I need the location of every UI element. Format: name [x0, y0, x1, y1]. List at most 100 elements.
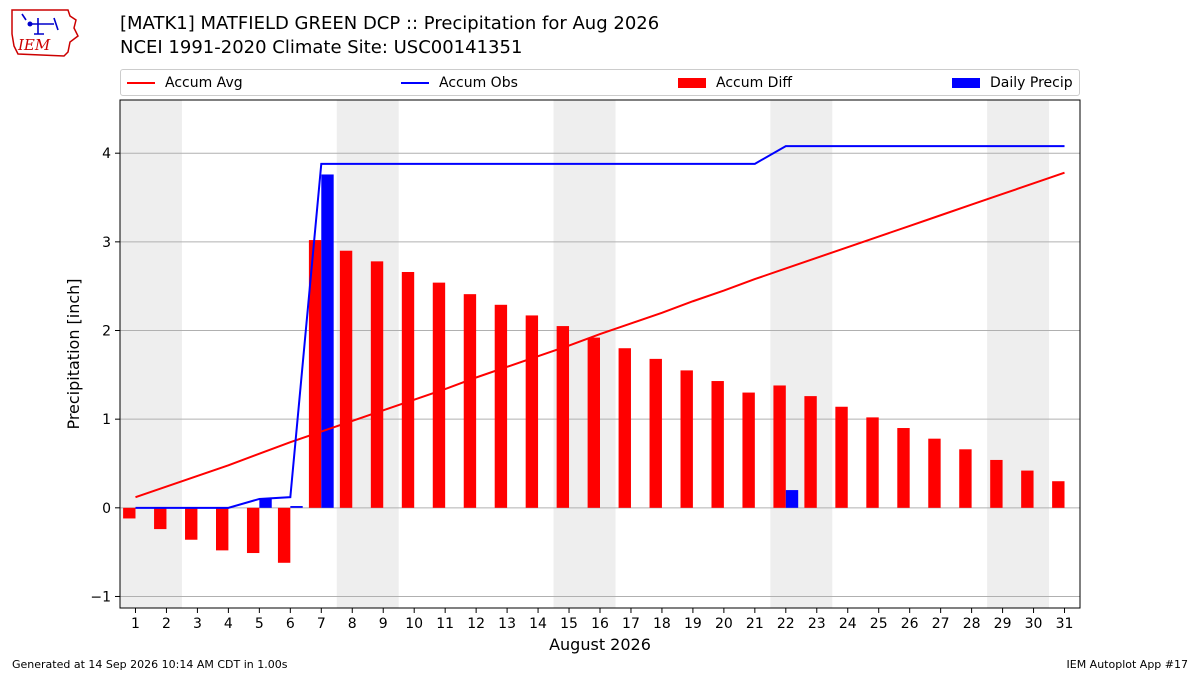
x-tick-label: 30	[1025, 616, 1043, 632]
footer-app-id: IEM Autoplot App #17	[1066, 658, 1189, 671]
daily-precip-bar	[321, 174, 334, 508]
legend-swatch-accum-avg	[127, 81, 155, 84]
accum-diff-bar	[401, 271, 415, 508]
x-tick-label: 9	[379, 616, 388, 632]
x-tick-label: 17	[622, 616, 640, 632]
y-tick-label: 1	[102, 412, 111, 428]
x-tick-label: 26	[901, 616, 919, 632]
chart-legend: Accum Avg Accum Obs Accum Diff Daily Pre…	[120, 69, 1080, 96]
accum-diff-bar	[990, 459, 1003, 508]
accum-diff-bar	[246, 507, 260, 554]
accum-diff-bar	[1021, 470, 1034, 508]
legend-item-accum-diff: Accum Diff	[678, 70, 792, 95]
accum-diff-bar	[185, 507, 198, 540]
accum-diff-bar	[866, 417, 879, 508]
accum-diff-bar	[587, 337, 600, 508]
x-axis-label: August 2026	[549, 635, 651, 654]
legend-swatch-daily-precip	[952, 77, 980, 88]
accum-diff-bar	[649, 358, 662, 508]
x-tick-label: 13	[498, 616, 516, 632]
accum-diff-bar	[339, 250, 353, 508]
x-tick-label: 27	[932, 616, 950, 632]
x-tick-label: 8	[348, 616, 357, 632]
x-tick-label: 14	[529, 616, 547, 632]
x-tick-label: 1	[131, 616, 140, 632]
legend-item-daily-precip: Daily Precip	[952, 70, 1073, 95]
x-tick-label: 5	[255, 616, 264, 632]
weather-station-icon	[21, 13, 59, 35]
accum-diff-bar	[525, 315, 539, 508]
accum-diff-bar	[154, 507, 167, 530]
y-tick-label: 4	[102, 146, 111, 162]
x-tick-label: 28	[963, 616, 981, 632]
weekend-band-4	[987, 100, 1050, 608]
accum-diff-bar	[618, 348, 631, 508]
x-tick-label: 19	[684, 616, 702, 632]
legend-swatch-accum-obs	[401, 81, 429, 84]
accum-diff-bar	[494, 304, 508, 508]
daily-precip-bar	[785, 490, 799, 508]
legend-item-accum-avg: Accum Avg	[127, 70, 243, 95]
accum-diff-bar	[835, 406, 848, 508]
x-tick-label: 7	[317, 616, 326, 632]
accum-diff-bar	[463, 294, 477, 508]
iowa-state-outline-icon	[11, 9, 79, 57]
x-tick-label: 11	[436, 616, 454, 632]
x-tick-label: 20	[715, 616, 733, 632]
daily-precip-bar	[259, 498, 272, 508]
accum-diff-bar	[804, 396, 817, 508]
x-tick-label: 29	[994, 616, 1012, 632]
x-tick-label: 21	[746, 616, 764, 632]
x-tick-label: 31	[1056, 616, 1074, 632]
legend-swatch-accum-diff	[678, 77, 706, 88]
accum-diff-bar	[680, 370, 693, 508]
x-tick-label: 6	[286, 616, 295, 632]
y-tick-label: 3	[102, 235, 111, 251]
accum-diff-bar	[370, 261, 384, 508]
x-tick-label: 10	[405, 616, 423, 632]
station-dot-icon	[27, 21, 33, 27]
accum-diff-bar	[897, 428, 910, 508]
legend-label-accum-diff: Accum Diff	[716, 74, 793, 91]
title-line-2: NCEI 1991-2020 Climate Site: USC00141351	[120, 37, 523, 58]
accum-diff-bar	[773, 385, 786, 508]
x-tick-label: 24	[839, 616, 857, 632]
accum-diff-bar	[928, 438, 941, 508]
accum-diff-bar	[556, 326, 570, 508]
accum-diff-bar	[1052, 481, 1065, 508]
accum-diff-bar	[216, 507, 229, 551]
x-tick-label: 12	[467, 616, 485, 632]
daily-precip-bar	[290, 506, 303, 508]
title-line-1: [MATK1] MATFIELD GREEN DCP :: Precipitat…	[120, 13, 660, 34]
legend-label-accum-obs: Accum Obs	[439, 74, 518, 91]
footer-generated: Generated at 14 Sep 2026 10:14 AM CDT in…	[12, 658, 288, 671]
y-tick-label: 2	[102, 324, 111, 340]
x-tick-label: 22	[777, 616, 795, 632]
y-tick-label: −1	[90, 589, 111, 605]
legend-label-accum-avg: Accum Avg	[165, 74, 243, 91]
accum-diff-bar	[277, 507, 291, 563]
x-tick-label: 3	[193, 616, 202, 632]
accum-diff-bar	[308, 240, 322, 508]
x-tick-label: 2	[162, 616, 171, 632]
accum-diff-bar	[711, 381, 724, 508]
accum-diff-bar	[959, 449, 972, 508]
x-tick-label: 4	[224, 616, 233, 632]
accum-diff-bar	[742, 392, 755, 508]
accum-diff-bar	[432, 282, 446, 508]
weekend-band-3	[770, 100, 833, 608]
legend-label-daily-precip: Daily Precip	[990, 74, 1073, 91]
x-tick-label: 23	[808, 616, 826, 632]
accum-diff-bar	[123, 507, 136, 519]
y-axis-label: Precipitation [inch]	[64, 278, 83, 429]
logo-text: IEM	[17, 36, 51, 54]
accum-obs-line	[135, 145, 1065, 509]
legend-item-accum-obs: Accum Obs	[401, 70, 518, 95]
iem-logo: IEM	[11, 9, 79, 57]
accum-avg-line	[135, 171, 1065, 499]
x-tick-label: 25	[870, 616, 888, 632]
chart-title: [MATK1] MATFIELD GREEN DCP :: Precipitat…	[120, 12, 659, 60]
x-tick-label: 18	[653, 616, 671, 632]
x-tick-label: 16	[591, 616, 609, 632]
